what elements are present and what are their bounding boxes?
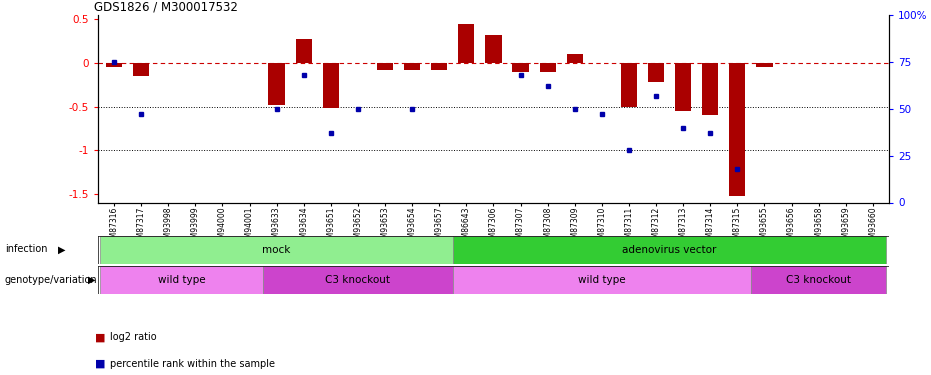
Bar — [431, 63, 448, 70]
Bar — [512, 63, 529, 72]
Bar — [263, 266, 452, 294]
Text: adenovirus vector: adenovirus vector — [623, 245, 717, 255]
Text: ▶: ▶ — [58, 244, 65, 254]
Bar — [452, 266, 751, 294]
Bar — [458, 24, 475, 63]
Bar — [101, 266, 263, 294]
Text: genotype/variation: genotype/variation — [5, 275, 97, 285]
Bar — [133, 63, 149, 76]
Bar — [751, 266, 886, 294]
Bar — [702, 63, 719, 115]
Bar — [101, 236, 452, 264]
Bar — [106, 63, 122, 68]
Text: percentile rank within the sample: percentile rank within the sample — [110, 359, 275, 369]
Bar — [268, 63, 285, 105]
Text: wild type: wild type — [578, 275, 626, 285]
Text: ▶: ▶ — [88, 275, 96, 285]
Text: C3 knockout: C3 knockout — [786, 275, 851, 285]
Text: ■: ■ — [95, 333, 106, 342]
Text: GDS1826 / M300017532: GDS1826 / M300017532 — [94, 1, 237, 14]
Bar — [756, 63, 773, 68]
Bar — [675, 63, 691, 111]
Text: infection: infection — [5, 244, 47, 254]
Bar — [296, 39, 312, 63]
Text: C3 knockout: C3 knockout — [326, 275, 390, 285]
Text: wild type: wild type — [158, 275, 206, 285]
Bar — [377, 63, 393, 70]
Bar — [567, 54, 583, 63]
Text: mock: mock — [263, 245, 290, 255]
Bar — [485, 35, 502, 63]
Text: log2 ratio: log2 ratio — [110, 333, 156, 342]
Bar — [452, 236, 886, 264]
Bar — [404, 63, 420, 70]
Bar — [621, 63, 637, 106]
Bar — [648, 63, 664, 82]
Bar — [729, 63, 746, 195]
Bar — [323, 63, 339, 108]
Bar — [539, 63, 556, 72]
Text: ■: ■ — [95, 359, 106, 369]
